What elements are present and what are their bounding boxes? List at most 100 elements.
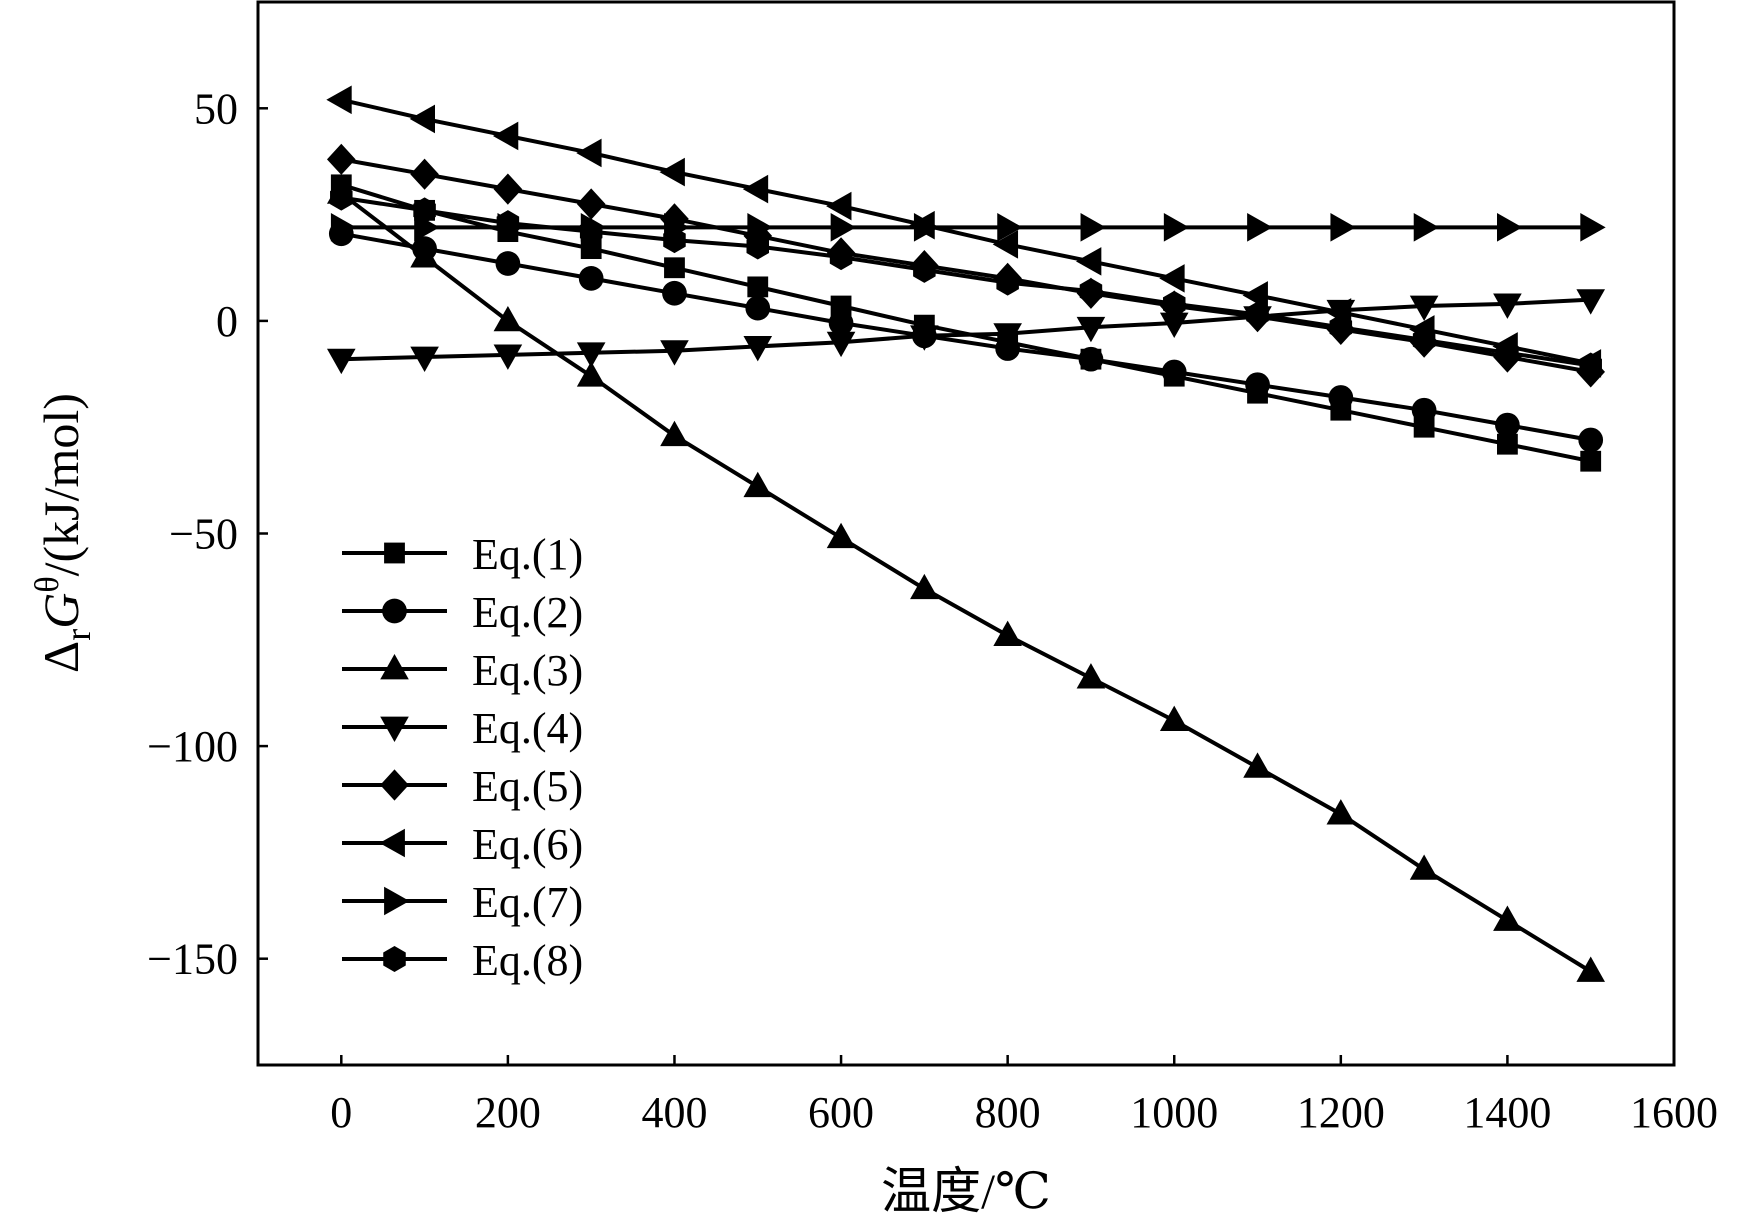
legend-item: Eq.(2) (342, 588, 583, 637)
data-point (1246, 301, 1269, 328)
data-point (326, 85, 352, 115)
data-point (745, 295, 771, 321)
data-point (326, 348, 356, 375)
series-line (340, 231, 1592, 442)
data-point (1159, 705, 1189, 731)
data-point (1580, 450, 1602, 472)
series-8 (330, 184, 1602, 379)
data-point (1578, 427, 1604, 453)
data-point (1326, 799, 1356, 825)
data-point (330, 184, 353, 211)
series-line (340, 157, 1592, 374)
legend-label: Eq.(4) (472, 704, 583, 753)
data-point (1076, 316, 1106, 343)
legend-item: Eq.(4) (342, 704, 583, 753)
data-point (1576, 956, 1606, 982)
legend-item: Eq.(5) (342, 762, 583, 811)
legend-item: Eq.(3) (342, 646, 583, 695)
data-point (1078, 346, 1104, 372)
data-point (493, 344, 523, 370)
data-point (1163, 213, 1190, 242)
data-point (996, 269, 1019, 296)
data-point (830, 213, 857, 242)
x-tick-label: 1600 (1630, 1088, 1718, 1137)
y-label-delta: Δ (33, 641, 89, 673)
y-tick-label: −50 (169, 510, 238, 559)
data-point (1576, 289, 1606, 315)
legend-label: Eq.(6) (472, 820, 583, 869)
legend-marker (382, 598, 407, 624)
data-point (1159, 312, 1189, 338)
data-point (1161, 359, 1187, 385)
data-point (993, 323, 1022, 349)
legend-marker (380, 654, 409, 680)
y-label-superscript: θ (29, 576, 66, 592)
legend: Eq.(1) Eq.(2) Eq.(3) Eq.(4) Eq.(5) Eq.(6) Eq.(… (342, 530, 583, 985)
y-tick-label: −150 (147, 935, 238, 984)
x-tick-label: 1400 (1463, 1088, 1551, 1137)
x-tick-label: 400 (641, 1088, 707, 1137)
x-tick-label: 600 (808, 1088, 874, 1137)
y-axis-label: ΔrGθ/(kJ/mol) (29, 393, 98, 673)
data-point (1075, 247, 1102, 276)
data-point (910, 573, 939, 600)
data-point (580, 238, 602, 260)
data-point (413, 197, 436, 224)
data-point (1493, 905, 1522, 931)
legend-item: Eq.(8) (342, 936, 583, 985)
data-point (993, 620, 1022, 646)
legend-marker (379, 828, 405, 858)
legend-label: Eq.(3) (472, 646, 583, 695)
data-point (830, 295, 852, 317)
data-point (1243, 752, 1272, 778)
data-point (659, 157, 685, 187)
data-point (330, 213, 357, 242)
data-point (1409, 854, 1439, 880)
data-point (660, 203, 689, 235)
data-point (1580, 213, 1606, 242)
data-point (1329, 314, 1353, 341)
data-point (1330, 213, 1356, 242)
data-point (660, 340, 689, 366)
legend-marker (380, 769, 409, 801)
series-line (341, 297, 1591, 362)
x-tick-label: 800 (975, 1088, 1041, 1137)
data-point (913, 213, 940, 242)
data-point (747, 213, 773, 242)
data-point (576, 342, 606, 368)
series-line (340, 195, 1592, 368)
data-point (576, 361, 606, 387)
series-1 (330, 174, 1602, 472)
data-point (410, 346, 439, 372)
y-tick-label: 50 (194, 84, 238, 133)
legend-label: Eq.(2) (472, 588, 583, 637)
y-tick-label: 0 (216, 297, 238, 346)
data-point (828, 310, 854, 336)
data-point (1496, 339, 1519, 366)
data-point (910, 325, 939, 351)
legend-label: Eq.(5) (472, 762, 583, 811)
data-point (997, 213, 1023, 242)
data-point (1247, 213, 1273, 242)
series-3 (326, 178, 1606, 982)
data-point (1579, 352, 1602, 379)
data-point (410, 158, 439, 190)
data-point (913, 256, 936, 283)
data-point (1409, 295, 1439, 321)
data-point (992, 230, 1019, 259)
x-axis-ticks: 0 200 400 600 800 1000 1200 1400 1600 (330, 1055, 1718, 1137)
y-label-g: G (33, 593, 89, 629)
data-point (326, 143, 356, 175)
series-layer (326, 85, 1606, 982)
data-point (1159, 264, 1185, 293)
data-point (1411, 397, 1437, 423)
legend-item: Eq.(7) (342, 878, 583, 927)
data-point (492, 121, 519, 151)
y-label-subscript: r (58, 629, 98, 641)
data-point (496, 210, 520, 237)
data-point (1080, 213, 1106, 242)
data-point (742, 174, 769, 204)
x-axis-label: 温度/℃ (881, 1163, 1051, 1219)
data-point (1413, 416, 1435, 438)
data-point (409, 104, 435, 134)
